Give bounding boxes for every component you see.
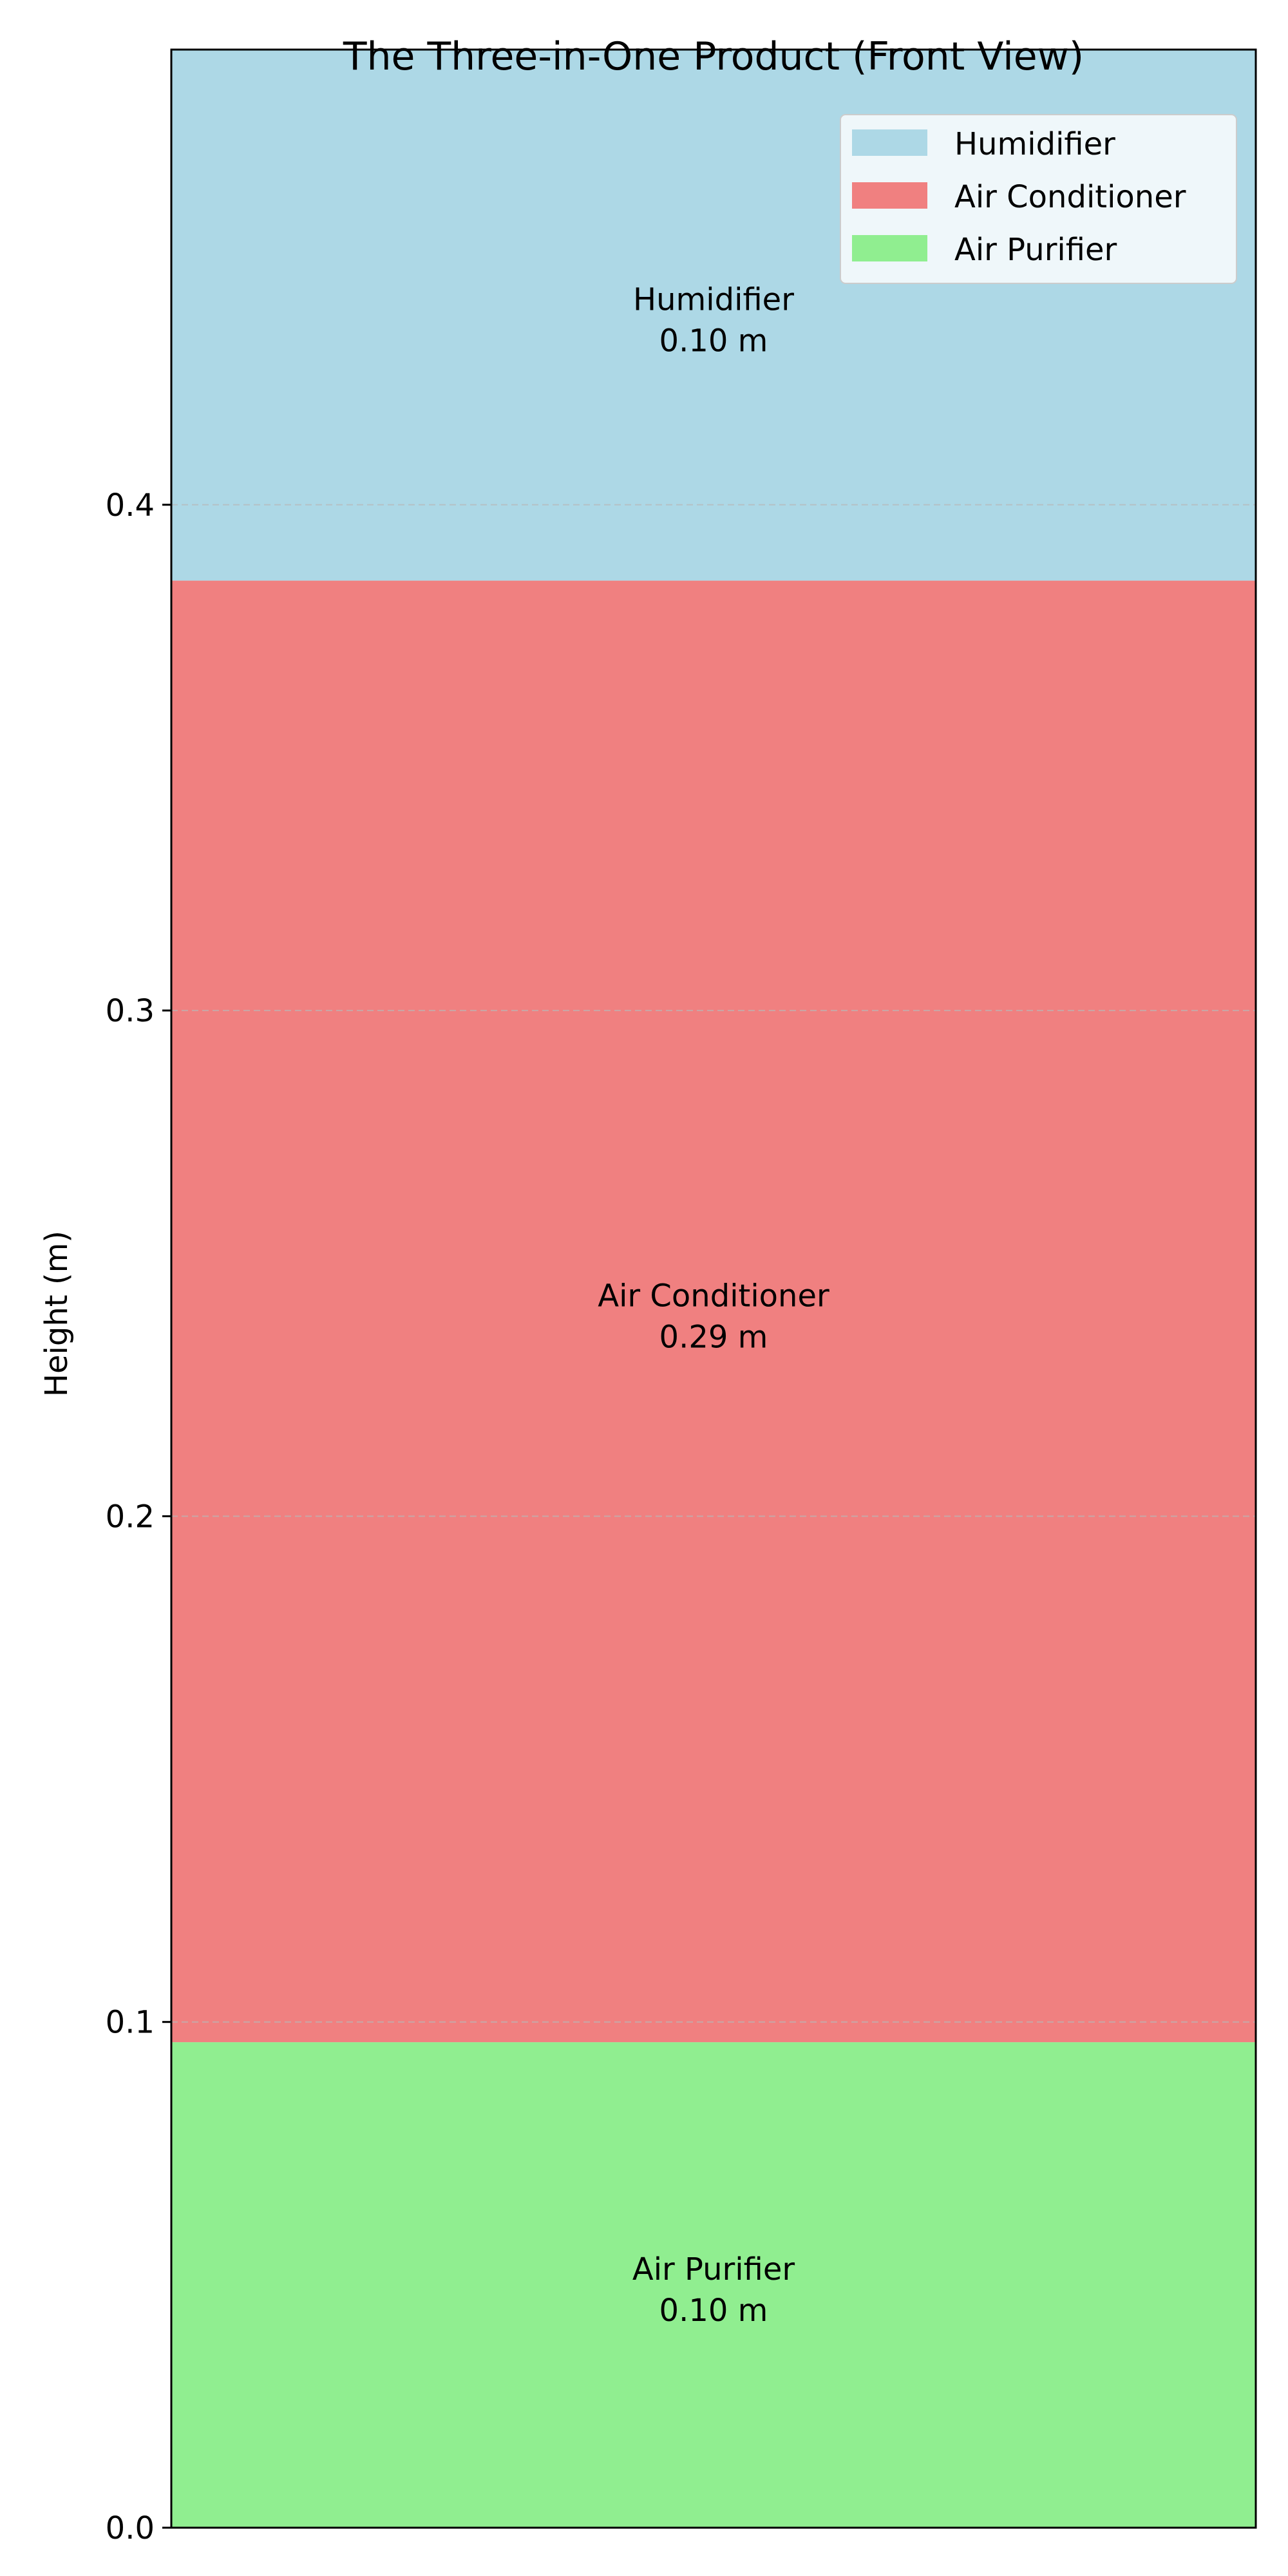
segment-labels: Air Purifier 0.10 m Air Conditioner 0.29 m H…: [598, 281, 829, 2329]
y-tick-label: 0.3: [106, 993, 155, 1029]
legend-label-humidifier: Humidifier: [954, 126, 1115, 162]
grid-lines: [171, 504, 1256, 2023]
segment-value-air-purifier: 0.10 m: [659, 2293, 768, 2329]
legend-box: [840, 114, 1237, 284]
y-tick-label: 0.1: [106, 2005, 155, 2041]
segment-label-air-conditioner: Air Conditioner: [598, 1278, 829, 1314]
y-tick-label: 0.0: [106, 2510, 155, 2546]
legend-label-air-purifier: Air Purifier: [954, 232, 1117, 268]
y-axis-label: Height (m): [39, 1231, 75, 1397]
y-tick-label: 0.4: [106, 488, 155, 524]
segment-value-humidifier: 0.10 m: [659, 323, 768, 359]
legend-label-air-conditioner: Air Conditioner: [954, 179, 1186, 215]
y-tick-label: 0.2: [106, 1499, 155, 1535]
chart-title: The Three-in-One Product (Front View): [343, 34, 1084, 79]
legend-swatch-air-purifier: [852, 235, 927, 261]
bar-segment-air-conditioner: [171, 580, 1256, 2043]
legend-swatch-humidifier: [852, 129, 927, 156]
plot-frame: [170, 48, 1257, 2529]
legend-swatch-air-conditioner: [852, 182, 927, 209]
segment-value-air-conditioner: 0.29 m: [659, 1319, 768, 1355]
legend: Humidifier Air Conditioner Air Purifier: [840, 114, 1237, 284]
bar-segment-air-purifier: [171, 2042, 1256, 2528]
y-axis: 0.0 0.1 0.2 0.3 0.4: [106, 488, 171, 2546]
segment-label-air-purifier: Air Purifier: [632, 2251, 795, 2287]
segment-label-humidifier: Humidifier: [633, 281, 794, 317]
